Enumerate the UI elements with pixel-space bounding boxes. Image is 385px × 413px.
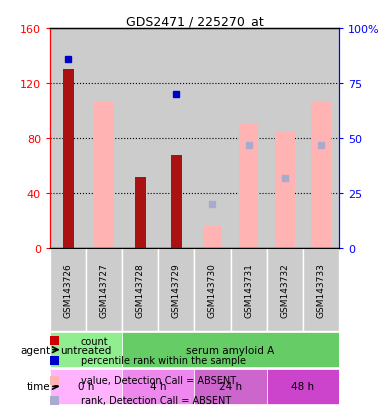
Text: percentile rank within the sample: percentile rank within the sample — [81, 356, 246, 366]
Text: count: count — [81, 336, 109, 346]
Bar — [122, 369, 194, 404]
Bar — [231, 249, 266, 332]
Text: GSM143732: GSM143732 — [280, 263, 289, 317]
Text: 0 h: 0 h — [78, 382, 94, 392]
Bar — [50, 369, 122, 404]
Bar — [266, 369, 339, 404]
Bar — [122, 29, 158, 249]
Bar — [63, 70, 74, 249]
Bar — [194, 249, 231, 332]
Text: rank, Detection Call = ABSENT: rank, Detection Call = ABSENT — [81, 395, 231, 405]
Bar — [86, 249, 122, 332]
Text: time: time — [27, 382, 50, 392]
Text: GSM143731: GSM143731 — [244, 263, 253, 318]
Bar — [171, 155, 182, 249]
Text: GSM143726: GSM143726 — [64, 263, 73, 317]
Bar — [231, 29, 266, 249]
Bar — [50, 29, 86, 249]
Text: GSM143733: GSM143733 — [316, 263, 325, 318]
Text: GSM143730: GSM143730 — [208, 263, 217, 318]
Text: value, Detection Call = ABSENT: value, Detection Call = ABSENT — [81, 375, 236, 385]
Text: serum amyloid A: serum amyloid A — [186, 345, 275, 355]
Bar — [239, 123, 258, 249]
Bar — [266, 29, 303, 249]
Text: untreated: untreated — [60, 345, 112, 355]
Bar — [50, 249, 86, 332]
Bar — [203, 227, 223, 249]
Bar — [86, 29, 122, 249]
Bar — [94, 101, 114, 249]
Bar — [122, 332, 339, 368]
Bar — [158, 29, 194, 249]
Text: 4 h: 4 h — [150, 382, 167, 392]
Bar — [303, 249, 339, 332]
Text: GSM143728: GSM143728 — [136, 263, 145, 317]
Text: GSM143727: GSM143727 — [100, 263, 109, 317]
Text: GSM143729: GSM143729 — [172, 263, 181, 317]
Bar — [311, 101, 331, 249]
Bar — [194, 29, 231, 249]
Text: agent: agent — [20, 345, 50, 355]
Bar — [275, 132, 295, 249]
Bar — [135, 177, 146, 249]
Title: GDS2471 / 225270_at: GDS2471 / 225270_at — [126, 15, 263, 28]
Text: 24 h: 24 h — [219, 382, 242, 392]
Text: 48 h: 48 h — [291, 382, 314, 392]
Bar — [194, 369, 266, 404]
Bar — [50, 332, 122, 368]
Bar — [122, 249, 158, 332]
Bar — [266, 249, 303, 332]
Bar — [158, 249, 194, 332]
Bar — [303, 29, 339, 249]
